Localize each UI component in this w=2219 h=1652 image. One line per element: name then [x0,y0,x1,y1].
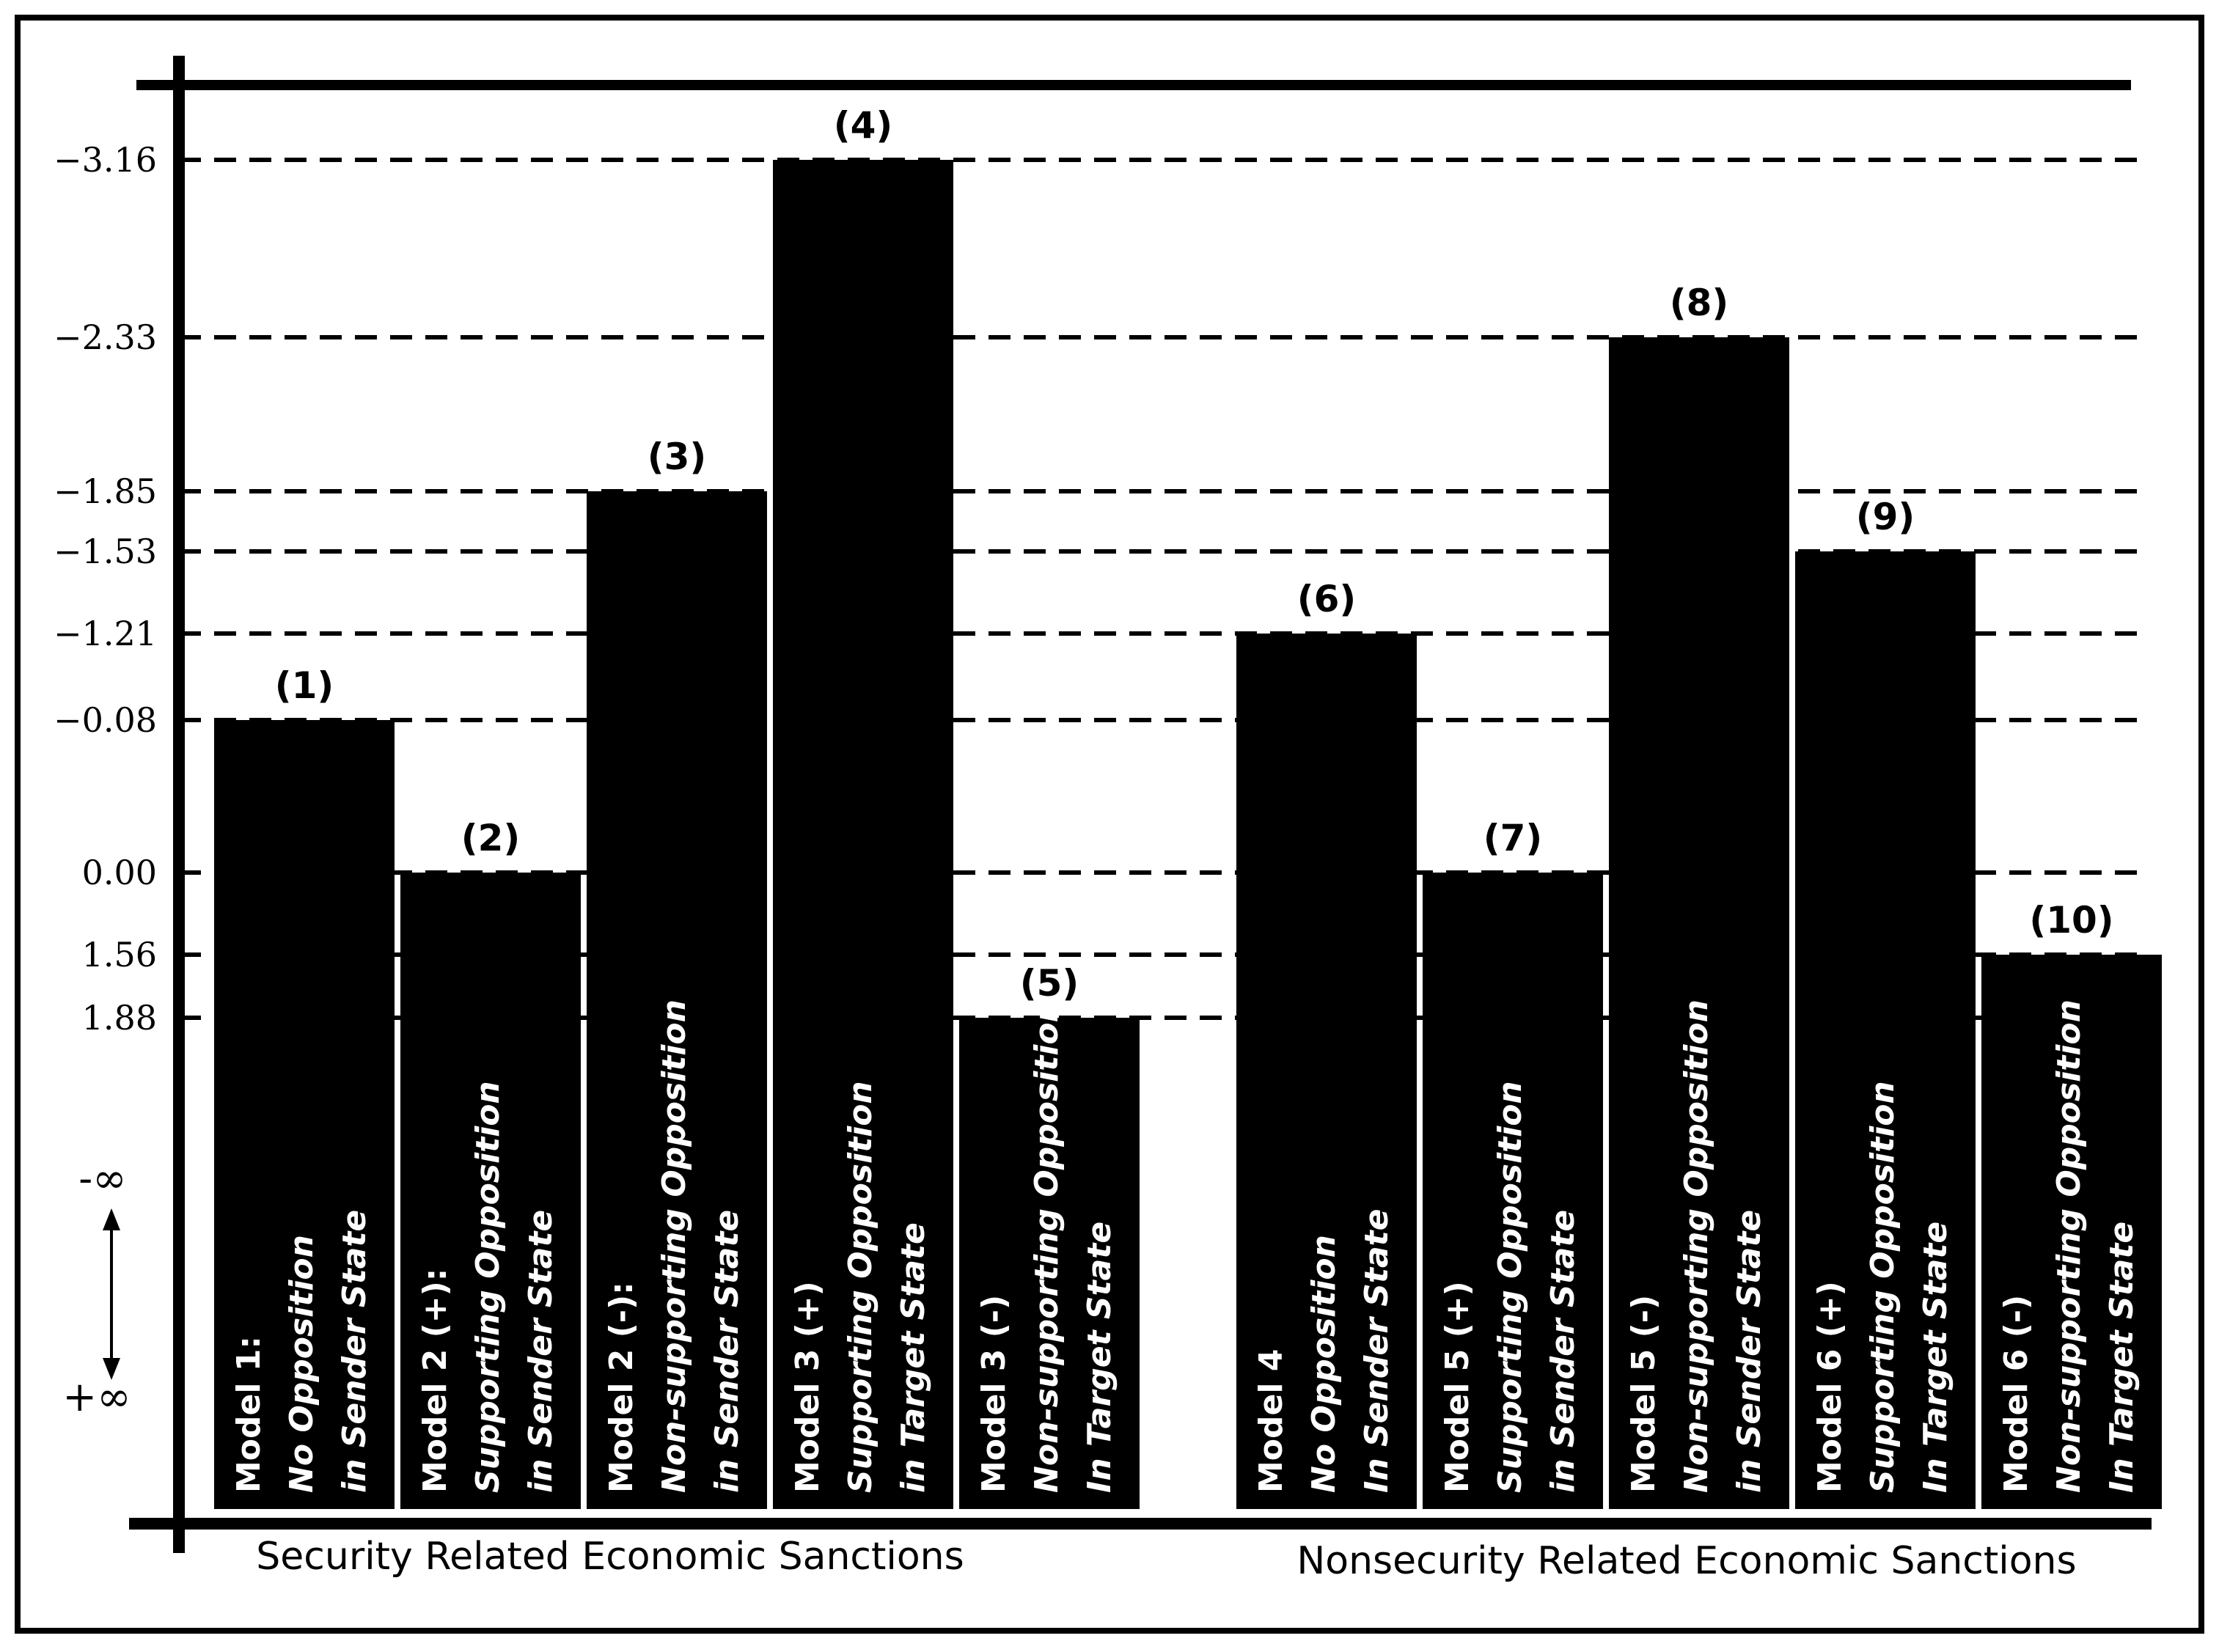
y-tick-label: 1.56 [82,935,157,974]
bar-text-line: Model 5 (-) [1625,1295,1662,1493]
bar-text-line: No Opposition [1305,1235,1343,1493]
y-tick-label: 0.00 [82,853,157,892]
bar-text-line: in Sender State [1731,1210,1768,1493]
bar-group: (3) Model 2 (-): Non-supporting Opposition… [587,436,767,1509]
bar-text-line: Model 3 (-) [975,1295,1013,1493]
bar-text-line: Model 5 (+) [1439,1281,1476,1493]
bar [1795,551,1976,1509]
infinity-indicator: -∞ +∞ [62,1155,131,1421]
y-tick-labels: −3.16 −2.33 −1.85 −1.53 −1.21 −0.08 0.00 1.56 1.… [54,140,157,1038]
bar-text-line: Model 3 (+) [789,1281,826,1493]
bar-text-line: Supporting Opposition [1492,1081,1529,1493]
bar-text-line: Model 2 (+): [417,1269,454,1493]
bar-text-line: in Sender State [708,1210,746,1493]
bars: (1)Model 1: No Opposition in Sender State(… [214,104,2162,1509]
bar-text-line: In Sender State [1358,1208,1395,1493]
y-tick-label: 1.88 [82,998,157,1038]
y-tick-label: −1.21 [54,614,157,653]
plus-infinity-label: +∞ [62,1373,131,1421]
bar-group: (10) Model 6 (-) Non-supporting Opposition… [1981,899,2162,1509]
y-tick-label: −2.33 [54,317,157,357]
bar-text-line: In Target State [1081,1222,1118,1493]
bar-number-label: (3) [648,436,707,478]
bar [587,491,767,1509]
bar [1609,337,1789,1509]
arrow-down-icon [103,1358,120,1380]
bar [400,873,581,1509]
bar-text-line: Supporting Opposition [842,1081,879,1493]
bar-text-line: in Sender State [336,1210,373,1493]
bar-group: (5) Model 3 (-) Non-supporting Opposition I… [959,962,1140,1509]
y-tick-label: −3.16 [54,140,157,180]
y-tick-label: −0.08 [54,700,157,740]
outer-frame [15,15,2204,1634]
bar-number-label: (10) [2029,899,2113,941]
bar-group: (6) Model 4 No Opposition In Sender State [1236,578,1417,1509]
minus-infinity-label: -∞ [78,1155,127,1203]
group-label: Nonsecurity Related Economic Sanctions [1296,1539,2076,1583]
bar-text-line: Model 6 (-) [1998,1295,2035,1493]
bar-group: (4) Model 3 (+) Supporting Opposition in Ta… [773,104,953,1509]
axes [129,56,2152,1553]
group-labels: Security Related Economic Sanctions Nonse… [256,1535,2076,1583]
bar-text-line: In Target State [1917,1222,1954,1493]
bar-number-label: (9) [1856,496,1915,538]
bar-text-line: Non-supporting Opposition [1678,999,1715,1493]
bar-number-label: (1) [275,664,334,707]
bar-text-line: in Sender State [522,1210,560,1493]
bar-group: (2) Model 2 (+): Supporting Opposition in S… [400,817,581,1509]
bar-number-label: (2) [461,817,521,859]
group-label: Security Related Economic Sanctions [256,1535,964,1579]
bar-text-line: Model 1: [230,1336,268,1493]
bar-number-label: (8) [1670,282,1729,324]
bar-number-label: (5) [1020,962,1079,1005]
bar [1236,634,1417,1509]
bar-text-line: Supporting Opposition [469,1081,507,1493]
bar-number-label: (4) [834,104,893,147]
bar-text-line: in Target State [895,1222,932,1493]
bar-text-line: Non-supporting Opposition [2050,999,2088,1493]
bar [773,160,953,1509]
bar [1423,873,1603,1509]
bar-group: (9) Model 6 (+) Supporting Opposition In Ta… [1795,496,1976,1509]
bar-group: (7) Model 5 (+) Supporting Opposition in Se… [1423,817,1603,1509]
bar-group: (1) Model 1: No Opposition in Sender State [214,664,395,1509]
bar-text-line: No Opposition [283,1235,320,1493]
bar [214,720,395,1509]
bar [959,1018,1140,1509]
bar-text-line: Model 6 (+) [1811,1281,1849,1493]
y-tick-label: −1.85 [54,471,157,511]
bar-group: (8) Model 5 (-) Non-supporting Opposition i… [1609,282,1789,1509]
bar-number-label: (7) [1483,817,1543,859]
bar-text-line: Model 4 [1252,1349,1290,1493]
bar-text-line: Non-supporting Opposition [656,999,693,1493]
bar-text-line: Model 2 (-): [603,1282,640,1493]
bar-text-line: in Sender State [1544,1210,1582,1493]
bar-text-line: In Target State [2103,1222,2141,1493]
bar-text-line: Supporting Opposition [1864,1081,1901,1493]
arrow-up-icon [103,1208,120,1230]
bar-text-line: Non-supporting Opposition [1028,999,1066,1493]
y-tick-label: −1.53 [54,532,157,571]
bar [1981,955,2162,1509]
bar-number-label: (6) [1297,578,1357,620]
